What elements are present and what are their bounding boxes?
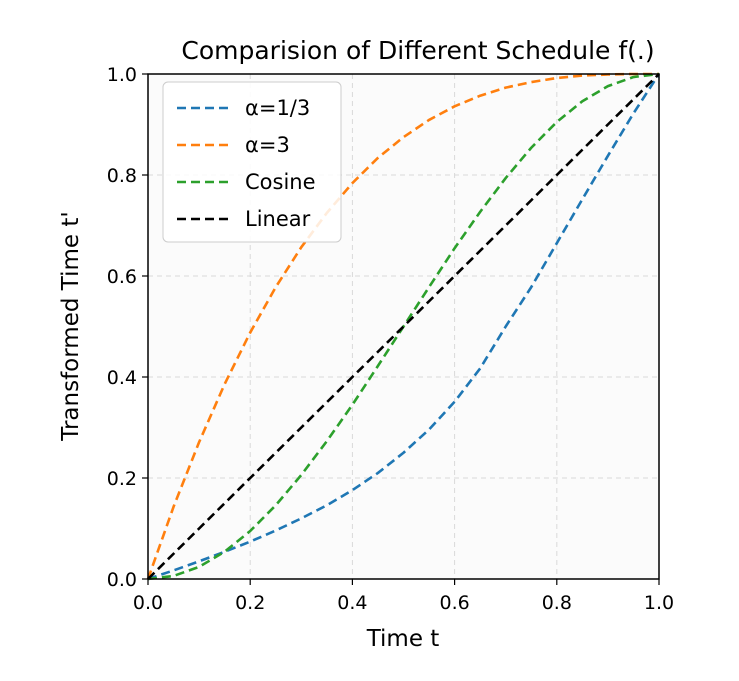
series-line-linear — [147, 73, 660, 580]
y-axis-label: Transformed Time t' — [58, 211, 84, 441]
ticks: 0.0 0.2 0.4 0.6 0.8 1.0 0.0 0.2 0.4 0.6 0.8 1.0 — [107, 64, 674, 614]
legend-label: Cosine — [245, 170, 316, 194]
x-tick-label: 0.8 — [542, 592, 572, 614]
y-tick-label: 1.0 — [107, 64, 137, 86]
y-tick-label: 0.0 — [107, 569, 137, 591]
series-line-cosine — [147, 72, 660, 581]
x-tick-label: 0.0 — [133, 592, 163, 614]
x-tick-label: 0.4 — [337, 592, 367, 614]
y-tick-label: 0.4 — [107, 367, 137, 389]
series-group — [146, 72, 661, 581]
x-tick-label: 0.2 — [235, 592, 265, 614]
y-tick-label: 0.2 — [107, 468, 137, 490]
legend-label: α=3 — [245, 133, 290, 157]
y-tick-label: 0.6 — [107, 266, 137, 288]
legend: α=1/3 α=3 Cosine Linear — [162, 81, 342, 243]
series-line-3 — [146, 72, 659, 580]
y-tick-label: 0.8 — [107, 165, 137, 187]
x-tick-label: 0.6 — [439, 592, 469, 614]
legend-label: α=1/3 — [245, 96, 310, 120]
plot-frame — [147, 73, 660, 580]
legend-box — [162, 81, 342, 243]
series-line-1-3 — [147, 73, 661, 581]
legend-label: Linear — [245, 207, 311, 231]
x-tick-label: 1.0 — [644, 592, 674, 614]
chart-title: Comparision of Different Schedule f(.) — [181, 36, 654, 65]
x-axis-label: Time t — [366, 626, 440, 652]
